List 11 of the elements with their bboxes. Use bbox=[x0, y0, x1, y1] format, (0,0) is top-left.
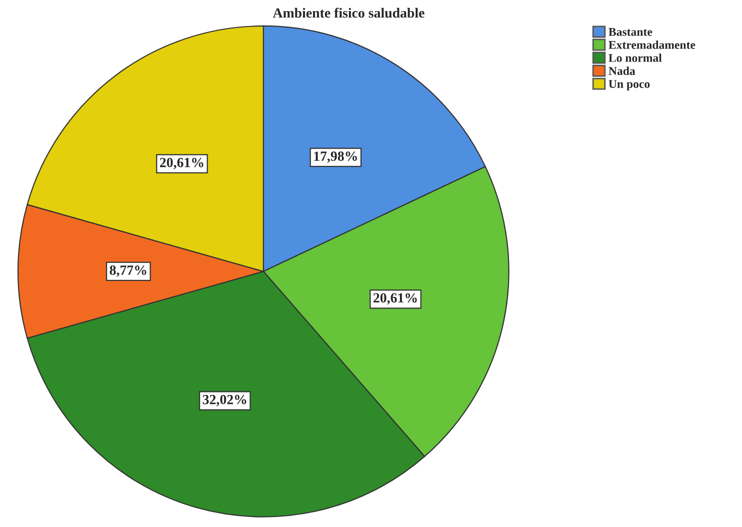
data-label: 20,61% bbox=[374, 293, 417, 305]
legend-label: Nada bbox=[608, 66, 636, 75]
legend-label: Bastante bbox=[608, 28, 652, 36]
data-label: 32,02% bbox=[202, 394, 246, 406]
legend-label: Un poco bbox=[608, 80, 650, 90]
legend-label: Extremadamente bbox=[608, 40, 696, 49]
data-label: 17,98% bbox=[314, 152, 357, 163]
data-label: 20,61% bbox=[160, 158, 204, 170]
data-label: 8,77% bbox=[110, 265, 146, 277]
chart-title: Ambiente fisico saludable bbox=[272, 8, 424, 18]
legend-label: Lo normal bbox=[608, 54, 662, 62]
